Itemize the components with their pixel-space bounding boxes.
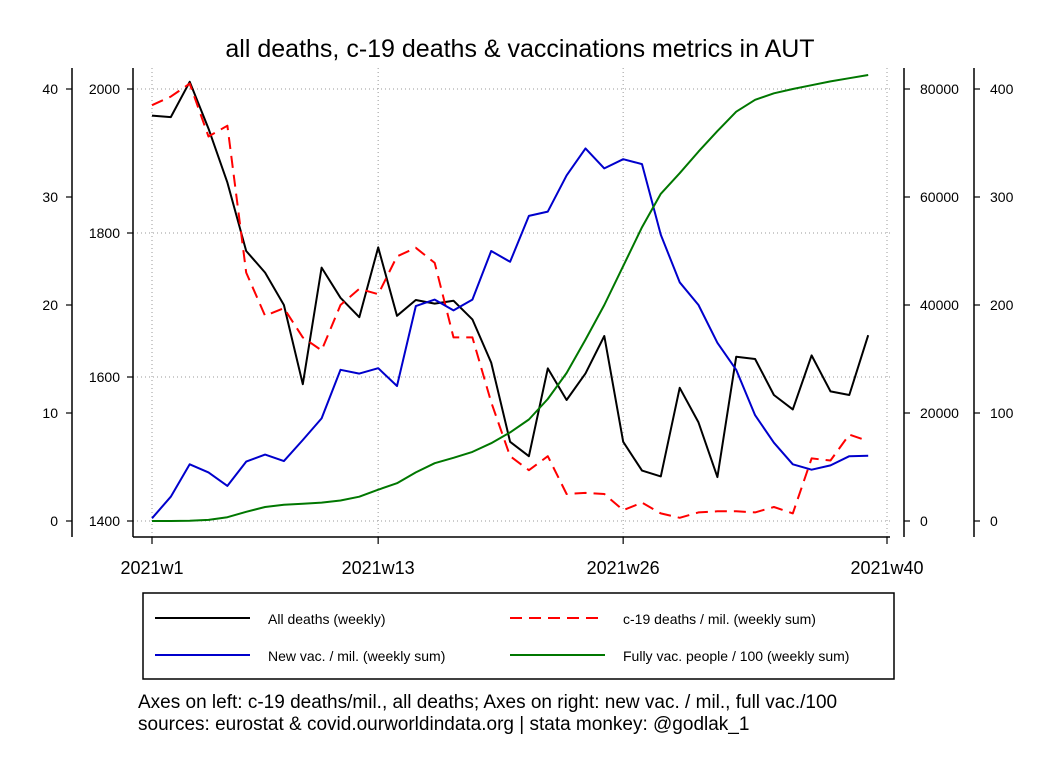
axes: 0102030401400160018002000020000400006000…: [42, 68, 1014, 578]
tick-label-right-outer: 100: [990, 405, 1014, 421]
tick-label-x: 2021w13: [342, 558, 415, 578]
tick-label-left-outer: 10: [42, 405, 58, 421]
new-vac-line: [151, 147, 869, 519]
legend-label-c19-deaths: c-19 deaths / mil. (weekly sum): [623, 611, 816, 627]
tick-label-right-inner: 20000: [920, 405, 959, 421]
tick-label-left-inner: 1800: [89, 225, 120, 241]
tick-label-left-outer: 30: [42, 189, 58, 205]
tick-label-right-inner: 80000: [920, 81, 959, 97]
tick-label-left-inner: 2000: [89, 81, 120, 97]
all-deaths-line: [151, 80, 870, 479]
tick-label-right-outer: 0: [990, 513, 998, 529]
tick-label-left-inner: 1600: [89, 369, 120, 385]
legend-box: [142, 592, 895, 680]
c19-deaths-line: [151, 82, 869, 519]
legend-label-all-deaths: All deaths (weekly): [268, 611, 386, 627]
tick-label-left-outer: 40: [42, 81, 58, 97]
sources-note: sources: eurostat & covid.ourworldindata…: [138, 714, 750, 735]
tick-label-left-outer: 20: [42, 297, 58, 313]
tick-label-x: 2021w26: [587, 558, 660, 578]
tick-label-left-outer: 0: [50, 513, 58, 529]
tick-label-right-outer: 400: [990, 81, 1014, 97]
chart-title: all deaths, c-19 deaths & vaccinations m…: [225, 35, 814, 63]
tick-label-right-inner: 0: [920, 513, 928, 529]
fully-vac-line: [152, 74, 869, 522]
legend-label-new-vac: New vac. / mil. (weekly sum): [268, 648, 445, 664]
tick-label-x: 2021w40: [850, 558, 923, 578]
tick-label-right-inner: 60000: [920, 189, 959, 205]
tick-label-left-inner: 1400: [89, 513, 120, 529]
series-lines: [151, 74, 870, 522]
tick-label-right-outer: 200: [990, 297, 1014, 313]
grid: [133, 68, 890, 537]
legend-label-fully-vac: Fully vac. people / 100 (weekly sum): [623, 648, 849, 664]
tick-label-right-inner: 40000: [920, 297, 959, 313]
tick-label-right-outer: 300: [990, 189, 1014, 205]
tick-label-x: 2021w1: [120, 558, 183, 578]
legend: All deaths (weekly) c-19 deaths / mil. (…: [142, 592, 895, 680]
axes-note: Axes on left: c-19 deaths/mil., all deat…: [138, 692, 838, 713]
